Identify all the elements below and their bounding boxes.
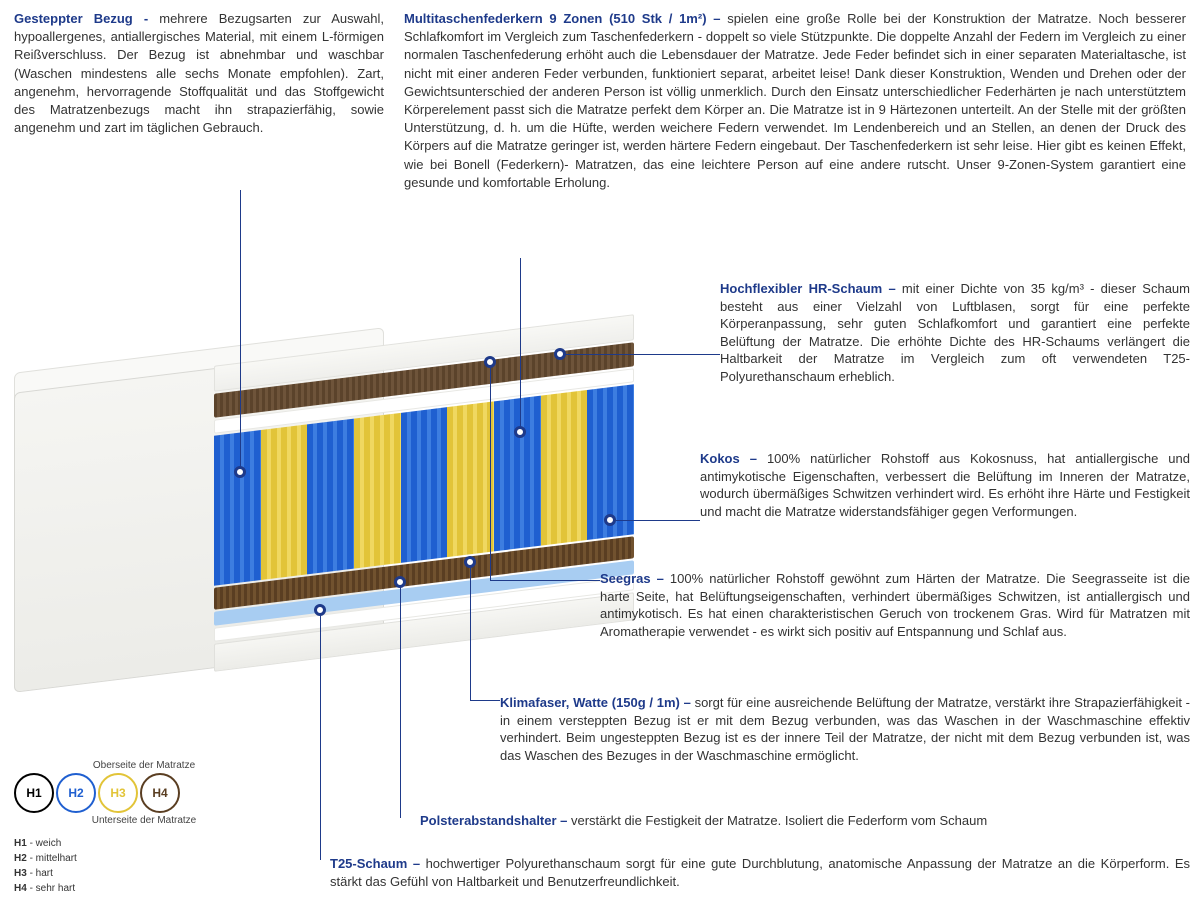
callout-block: Seegras – 100% natürlicher Rohstoff gewö… [600,570,1190,640]
connector-klima-h [470,700,500,701]
dot-t25 [314,604,326,616]
legend-key-label: H3 [14,868,27,879]
spring-zone-blue [494,396,541,552]
spring-zone-blue [214,430,261,586]
legend-key-row: H4 - sehr hart [14,881,274,896]
legend-key-label: H1 [14,838,27,849]
legend-keys: H1 - weichH2 - mittelhartH3 - hartH4 - s… [14,836,274,896]
spring-zone-yellow [447,401,494,557]
legend-circles: H1H2H3H4 [14,773,274,813]
callout-body: hochwertiger Polyurethanschaum sorgt für… [330,856,1190,889]
callout-block: Polsterabstandshalter – verstärkt die Fe… [420,812,1190,830]
legend-key-label: H4 [14,883,27,894]
spring-zone-blue [401,407,448,563]
spring-zone-yellow [541,390,588,546]
dot-klima [464,556,476,568]
callout-title: Polsterabstandshalter – [420,813,571,828]
legend-key-label: H2 [14,853,27,864]
top-row: Gesteppter Bezug - mehrere Bezugsarten z… [0,0,1200,198]
callout-title: Seegras – [600,571,670,586]
connector-polster [400,582,401,818]
dot-polster [394,576,406,588]
spring-zone-blue [307,419,354,575]
callout-body: mit einer Dichte von 35 kg/m³ - dieser S… [720,281,1190,384]
legend-key-value: - sehr hart [27,883,75,894]
mattress-diagram [14,280,654,710]
legend-key-row: H1 - weich [14,836,274,851]
bezug-title: Gesteppter Bezug - [14,11,159,26]
callout-title: Hochflexibler HR-Schaum – [720,281,902,296]
federkern-body: spielen eine große Rolle bei der Konstru… [404,11,1186,190]
callout-body: verstärkt die Festigkeit der Matratze. I… [571,813,987,828]
connector-seegras-v [490,362,491,580]
callout-title: T25-Schaum – [330,856,426,871]
callout-block: Kokos – 100% natürlicher Rohstoff aus Ko… [700,450,1190,520]
bezug-body: mehrere Bezugsarten zur Auswahl, hypoall… [14,11,384,135]
federkern-block: Multitaschenfederkern 9 Zonen (510 Stk /… [404,10,1186,192]
dot-bezug [234,466,246,478]
connector-seegras [490,580,600,581]
spring-zone-yellow [354,413,401,569]
callout-block: Hochflexibler HR-Schaum – mit einer Dich… [720,280,1190,385]
callout-title: Klimafaser, Watte (150g / 1m) – [500,695,695,710]
cutaway [214,314,634,696]
callout-block: Klimafaser, Watte (150g / 1m) – sorgt fü… [500,694,1190,764]
dot-federkern [514,426,526,438]
callout-body: 100% natürlicher Rohstoff gewöhnt zum Hä… [600,571,1190,639]
spring-zone-yellow [261,424,308,580]
connector-bezug [240,190,241,470]
bezug-block: Gesteppter Bezug - mehrere Bezugsarten z… [14,10,384,192]
legend-bottom-label: Unterseite der Matratze [14,815,274,826]
legend-key-value: - mittelhart [27,853,77,864]
legend-circle-H1: H1 [14,773,54,813]
connector-klima [470,560,471,700]
federkern-title: Multitaschenfederkern 9 Zonen (510 Stk /… [404,11,727,26]
callout-block: T25-Schaum – hochwertiger Polyurethansch… [330,855,1190,890]
callout-body: 100% natürlicher Rohstoff aus Kokosnuss,… [700,451,1190,519]
legend-key-row: H3 - hart [14,866,274,881]
hardness-legend: Oberseite der Matratze H1H2H3H4 Untersei… [14,760,274,896]
legend-top-label: Oberseite der Matratze [14,760,274,771]
connector-federkern [520,258,521,430]
legend-circle-H4: H4 [140,773,180,813]
connector-t25 [320,610,321,860]
legend-key-value: - hart [27,868,53,879]
legend-key-value: - weich [27,838,61,849]
connector-hr [560,354,720,355]
connector-kokos [610,520,700,521]
dot-kokos [604,514,616,526]
legend-circle-H2: H2 [56,773,96,813]
callout-title: Kokos – [700,451,767,466]
legend-circle-H3: H3 [98,773,138,813]
dot-seegras [484,356,496,368]
dot-hr [554,348,566,360]
legend-key-row: H2 - mittelhart [14,851,274,866]
